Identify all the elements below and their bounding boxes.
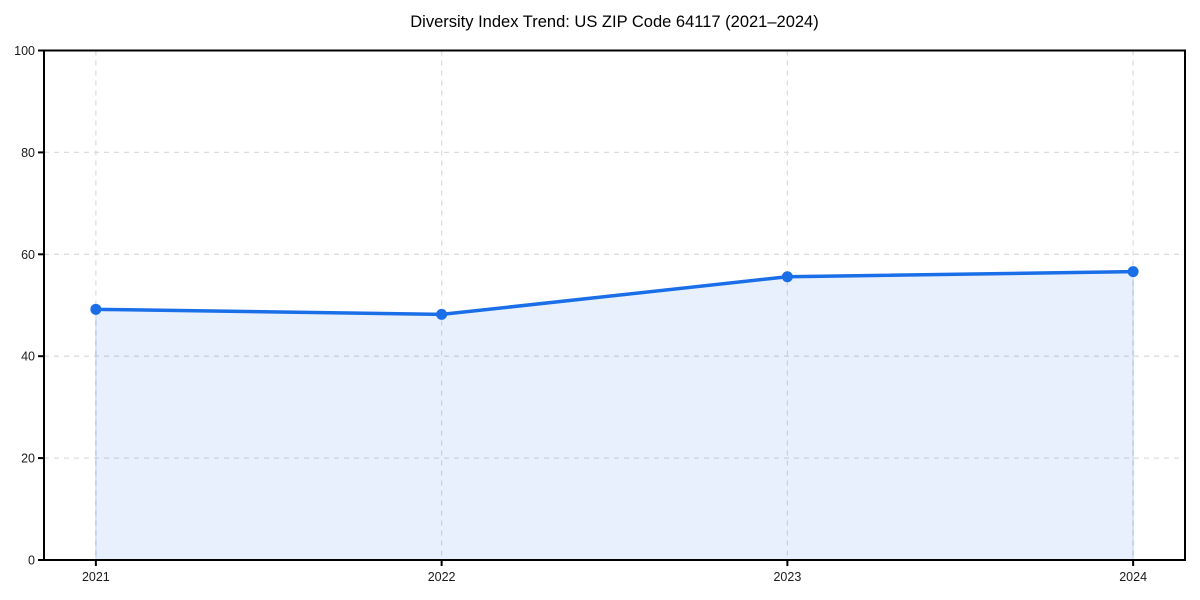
y-tick-label: 40 xyxy=(21,350,35,364)
x-tick-label: 2024 xyxy=(1119,570,1147,584)
chart-title: Diversity Index Trend: US ZIP Code 64117… xyxy=(410,13,819,31)
x-tick-label: 2022 xyxy=(428,570,456,584)
x-tick-label: 2023 xyxy=(773,570,801,584)
plot-border xyxy=(43,49,1186,561)
data-point-marker-2021 xyxy=(90,303,102,315)
y-tick-label: 80 xyxy=(21,146,35,160)
x-tick-label: 2021 xyxy=(82,570,110,584)
data-point-marker-2024 xyxy=(1127,266,1139,278)
y-tick-label: 0 xyxy=(28,554,35,568)
y-tick-label: 20 xyxy=(21,452,35,466)
data-point-marker-2022 xyxy=(436,308,448,320)
area-fill xyxy=(95,271,1134,561)
trend-line xyxy=(94,269,1135,317)
data-point-marker-2023 xyxy=(781,271,793,283)
y-tick-label: 100 xyxy=(14,44,35,58)
y-tick-label: 60 xyxy=(21,248,35,262)
